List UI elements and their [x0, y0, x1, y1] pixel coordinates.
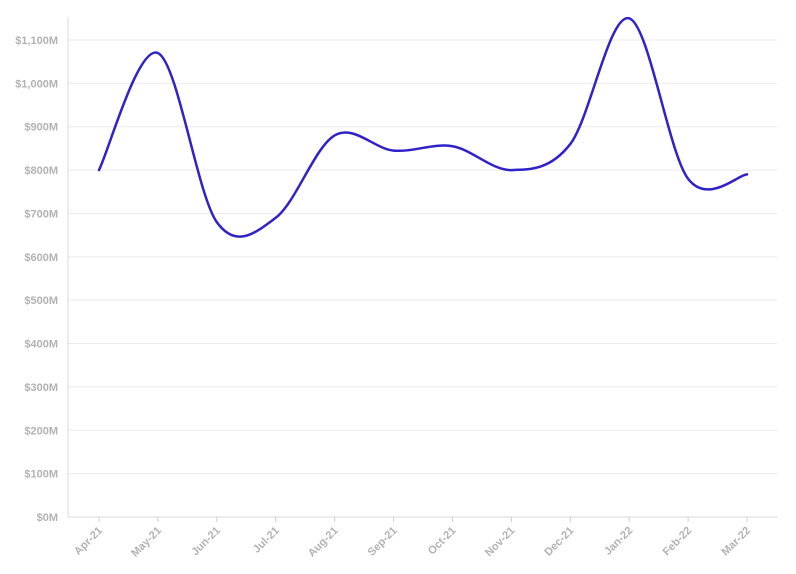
y-tick-label: $700M [24, 208, 58, 220]
x-axis: Apr-21 May-21 Jun-21 Jul-21 Aug-21 Sep-21 Oct-… [72, 517, 753, 559]
x-tick-label: Jul-21 [251, 525, 282, 556]
y-tick-label: $600M [24, 252, 58, 264]
x-tick-label: Oct-21 [426, 525, 459, 558]
y-tick-label: $1,000M [15, 78, 58, 90]
x-tick-label: Jan-22 [602, 525, 635, 558]
y-tick-label: $300M [24, 382, 58, 394]
y-axis: $0M $100M $200M $300M $400M $500M $600M $700M $8… [15, 17, 69, 524]
series-layer [97, 17, 749, 238]
y-tick-label: $900M [24, 122, 58, 134]
x-tick-label: May-21 [129, 525, 164, 560]
y-tick-label: $100M [24, 469, 58, 481]
y-tick-label: $200M [24, 425, 58, 437]
x-tick-label: Nov-21 [483, 525, 517, 559]
x-tick-label: Aug-21 [306, 525, 341, 560]
series-line [97, 17, 749, 238]
gridlines [68, 39, 777, 518]
x-tick-label: Apr-21 [72, 525, 105, 558]
y-tick-label: $500M [24, 295, 58, 307]
y-tick-label: $0M [37, 512, 58, 524]
x-tick-label: Dec-21 [542, 525, 576, 559]
x-tick-label: Sep-21 [366, 525, 400, 559]
y-tick-label: $400M [24, 339, 58, 351]
y-tick-label: $800M [24, 165, 58, 177]
x-tick-label: Jun-21 [189, 525, 223, 559]
y-tick-label: $1,100M [15, 35, 58, 47]
x-tick-label: Mar-22 [720, 525, 754, 559]
x-tick-label: Feb-22 [661, 525, 695, 559]
